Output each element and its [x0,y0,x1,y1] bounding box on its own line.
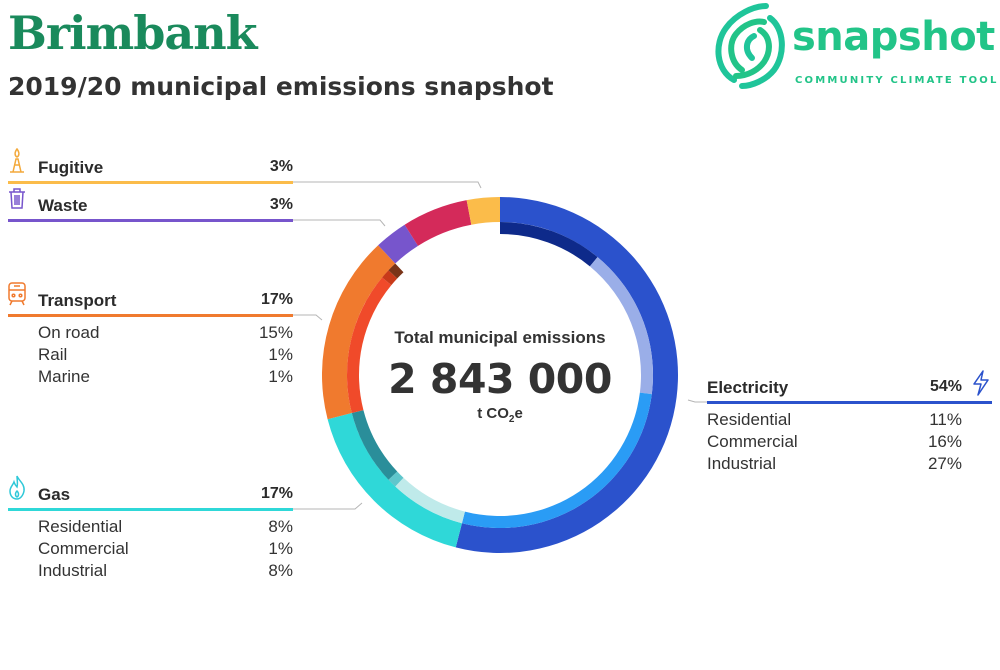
snapshot-logo-icon [715,3,785,89]
train-icon [8,282,26,306]
electricity-sub-label: Industrial [707,454,776,473]
category-electricity-underline [707,401,992,404]
category-transport: Transport 17% [8,282,293,317]
oil-rig-icon [10,148,24,173]
category-transport-underline [8,314,293,317]
connector-fugitive [293,181,482,189]
electricity-sub-value: 11% [929,410,962,429]
lightning-icon [973,370,989,396]
category-gas: Gas 17% [8,475,293,511]
donut-subslice-transport-on-road [347,277,392,414]
category-transport-pct: 17% [260,291,293,308]
category-fugitive-pct: 3% [269,158,293,175]
donut-subslice-transport-marine [388,263,404,279]
donut-subslice-gas-residential [395,477,465,524]
category-waste-underline [8,219,293,222]
category-waste: Waste 3% [8,188,293,222]
gas-sub-industrial: Industrial 8% [38,561,293,583]
category-gas-pct: 17% [260,485,293,502]
category-fugitive-name: Fugitive [38,158,104,177]
logo-tagline: COMMUNITY CLIMATE TOOL [795,75,999,86]
donut-subslice-transport-rail [382,270,398,286]
logo-wordmark: snapshot [792,14,995,60]
donut-subslice-electricity-industrial [461,392,652,529]
transport-sub-label: Marine [38,367,90,386]
donut-subslice-electricity-commercial [589,257,653,395]
transport-sub-value: 1% [268,345,293,364]
transport-sub-value: 1% [268,367,293,386]
electricity-sub-commercial: Commercial 16% [707,432,962,454]
category-transport-name: Transport [38,291,117,310]
category-electricity-pct: 54% [929,378,962,395]
electricity-sub-industrial: Industrial 27% [707,454,962,476]
donut-subslice-electricity-residential [500,222,598,267]
transport-sub-marine: Marine 1% [38,367,293,389]
electricity-sub-label: Residential [707,410,792,429]
donut-slice-segment-4 [404,200,472,246]
category-gas-name: Gas [38,485,71,504]
category-gas-underline [8,508,293,511]
category-waste-pct: 3% [269,196,293,213]
transport-sub-label: Rail [38,345,68,364]
category-fugitive-underline [8,181,293,184]
transport-sub-on-road: On road 15% [38,323,293,345]
connector-electricity [687,399,707,403]
category-electricity: Electricity 54% [707,370,992,404]
snapshot-logo: snapshot COMMUNITY CLIMATE TOOL [712,0,1000,92]
total-emissions-unit: t CO2e [477,405,523,425]
electricity-sub-value: 16% [927,432,962,451]
flame-icon [9,475,25,500]
category-electricity-name: Electricity [707,378,789,397]
gas-sub-value: 1% [268,539,293,558]
electricity-sub-residential: Residential 11% [707,410,962,432]
trash-bin-icon [9,188,25,209]
gas-sub-value: 8% [268,561,293,580]
transport-sub-value: 15% [258,323,293,342]
gas-sub-label: Residential [38,517,123,536]
page-subtitle: 2019/20 municipal emissions snapshot [8,72,554,101]
gas-sub-commercial: Commercial 1% [38,539,293,561]
category-waste-name: Waste [38,196,88,215]
gas-sub-residential: Residential 8% [38,517,293,539]
electricity-sub-label: Commercial [707,432,798,451]
donut-subslice-gas-commercial [388,471,404,487]
electricity-sub-value: 27% [927,454,962,473]
page-title: Brimbank [8,6,258,60]
gas-sub-label: Commercial [38,539,129,558]
gas-sub-value: 8% [268,517,293,536]
donut-slice-transport [322,245,396,420]
donut-slice-gas [327,413,462,548]
connector-waste [293,219,386,227]
transport-sub-rail: Rail 1% [38,345,293,367]
connector-transport [293,314,323,321]
transport-sub-label: On road [38,323,100,342]
donut-slice-fugitive [466,197,500,225]
total-emissions-label: Total municipal emissions [394,328,606,347]
category-fugitive: Fugitive 3% [8,148,293,184]
connector-gas [293,502,363,510]
total-emissions-value: 2 843 000 [388,355,612,403]
donut-slice-waste [378,224,419,264]
gas-sub-label: Industrial [38,561,107,580]
donut-subslice-gas-industrial [351,410,398,480]
